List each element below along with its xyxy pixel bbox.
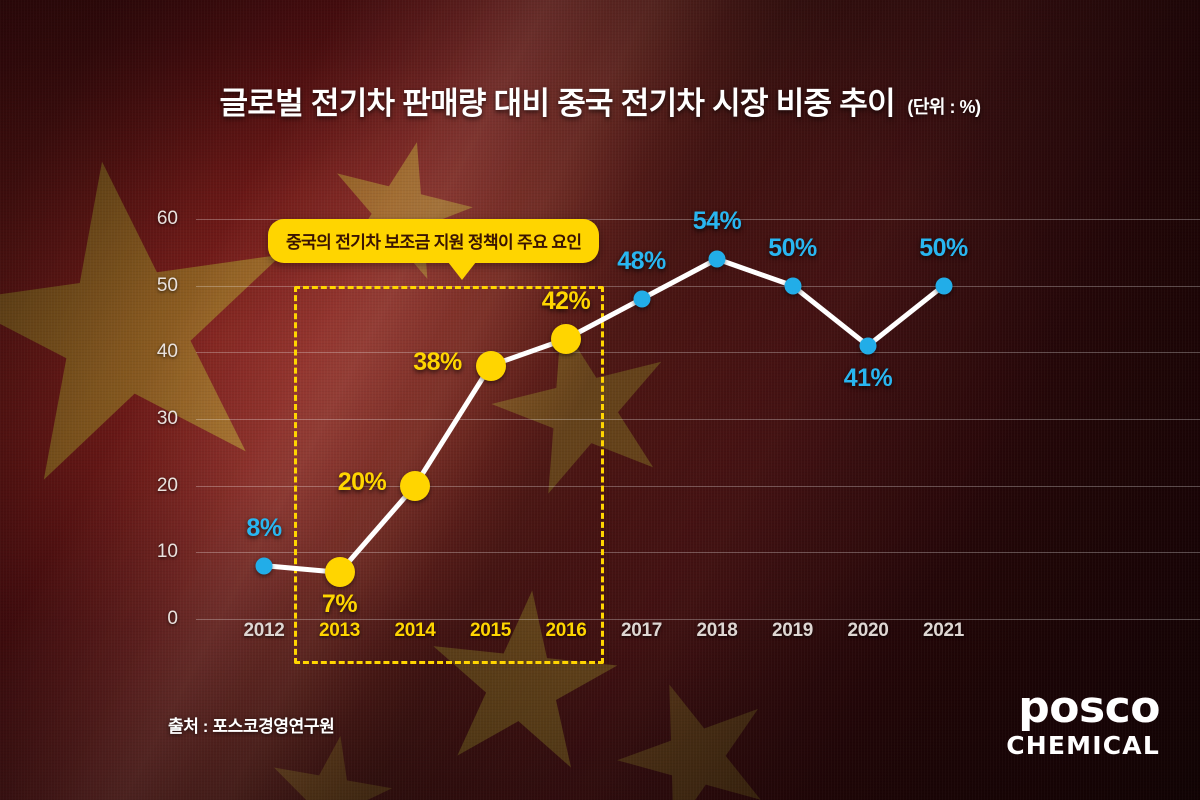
data-point	[708, 250, 726, 268]
data-point	[551, 324, 581, 354]
posco-chemical-logo: posco CHEMICAL	[1006, 686, 1160, 761]
data-point-label: 50%	[768, 233, 817, 262]
unit-subtitle: (단위 : %)	[907, 97, 981, 117]
x-axis-tick-label: 2021	[922, 620, 965, 641]
callout-annotation: 중국의 전기차 보조금 지원 정책이 주요 요인	[268, 219, 600, 280]
data-point-label: 38%	[413, 347, 462, 376]
data-point-label: 7%	[321, 590, 358, 619]
gridline	[196, 285, 1200, 287]
data-point-label: 41%	[843, 363, 893, 392]
y-axis-tick-label: 0	[167, 608, 178, 629]
data-point-label: 42%	[541, 287, 591, 315]
highlight-period-box	[294, 286, 604, 664]
y-axis-tick-label: 10	[156, 541, 178, 563]
gridline	[196, 552, 1200, 554]
gridline	[196, 419, 1200, 420]
y-axis-tick-label: 30	[156, 408, 178, 429]
x-axis-tick-label: 2018	[696, 620, 738, 641]
data-point	[633, 290, 650, 308]
header: 글로벌 전기차 판매량 대비 중국 전기차 시장 비중 추이 (단위 : %)	[0, 78, 1200, 123]
x-axis-tick-label: 2012	[243, 620, 285, 641]
callout-text: 중국의 전기차 보조금 지원 정책이 주요 요인	[286, 233, 582, 252]
data-point	[400, 470, 430, 501]
gridline	[196, 219, 1200, 220]
data-point-label: 8%	[246, 513, 282, 542]
y-axis-tick-label: 20	[156, 474, 178, 496]
callout-tail-icon	[448, 262, 476, 280]
logo-chemical: CHEMICAL	[1006, 731, 1160, 760]
data-point	[475, 350, 506, 381]
y-axis-tick-label: 50	[156, 274, 178, 296]
data-point-label: 50%	[919, 233, 968, 262]
page-title: 글로벌 전기차 판매량 대비 중국 전기차 시장 비중 추이	[219, 86, 896, 121]
x-axis-tick-label: 2014	[394, 620, 436, 641]
x-axis-tick-label: 2019	[771, 620, 814, 641]
y-axis-tick-label: 60	[156, 208, 178, 229]
data-point	[859, 337, 877, 355]
y-axis-tick-label: 40	[156, 341, 178, 363]
x-axis-tick-label: 2016	[545, 620, 587, 641]
data-point	[324, 557, 355, 588]
x-axis-tick-label: 2015	[469, 620, 512, 641]
data-point	[935, 277, 952, 295]
data-point	[255, 557, 273, 575]
gridline	[196, 619, 1200, 620]
x-axis-tick-label: 2017	[620, 620, 663, 641]
source-note: 출처 : 포스코경영연구원	[168, 717, 335, 736]
data-point-label: 20%	[337, 467, 387, 496]
x-axis-tick-label: 2020	[847, 620, 889, 641]
logo-posco: posco	[1018, 682, 1160, 733]
x-axis-tick-label: 2013	[318, 620, 361, 641]
data-point-label: 48%	[617, 247, 666, 275]
gridline	[196, 352, 1200, 354]
data-point-label: 54%	[692, 207, 742, 235]
gridline	[196, 485, 1200, 487]
data-point	[784, 277, 801, 295]
